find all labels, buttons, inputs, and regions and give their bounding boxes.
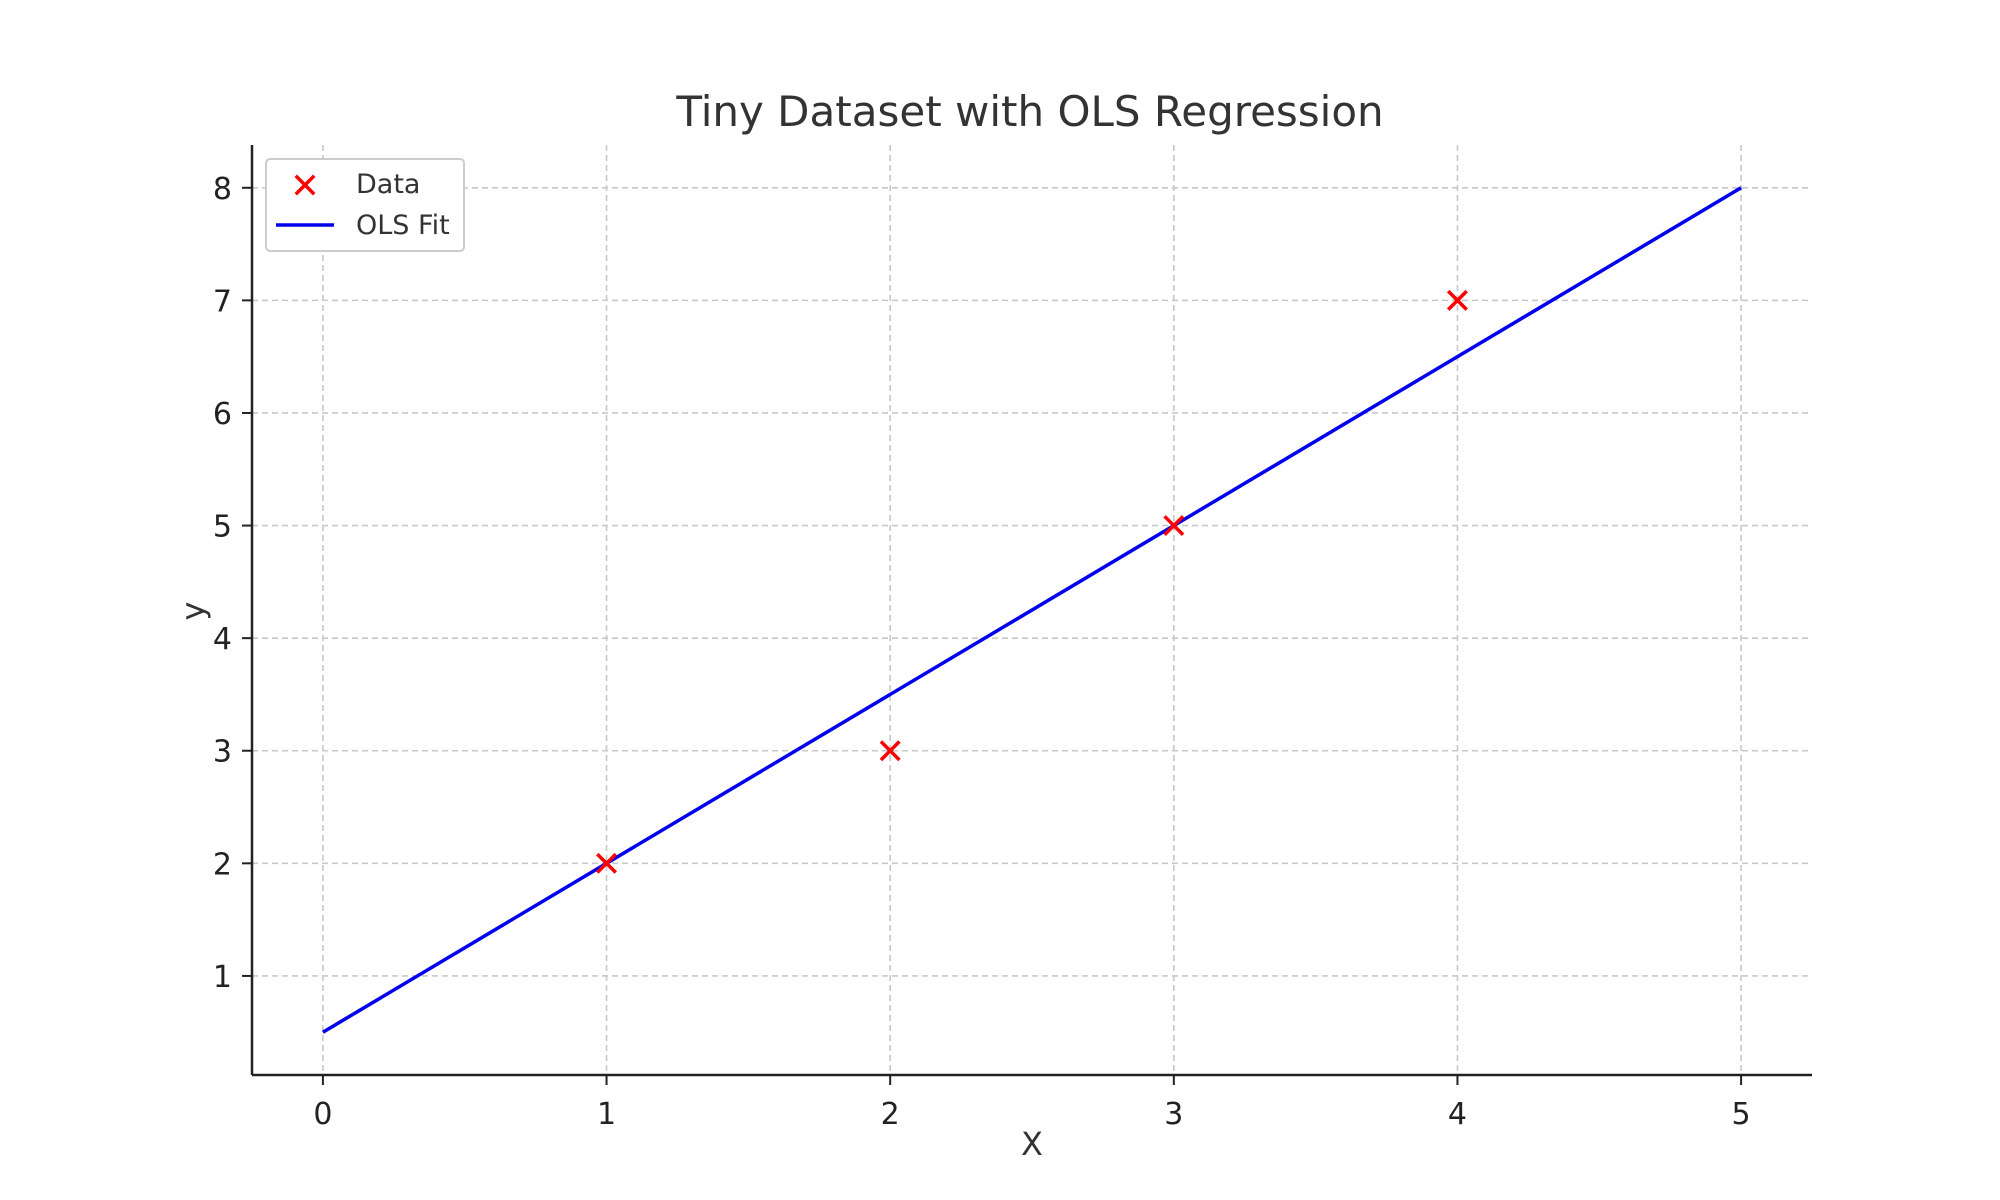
- x-tick-label: 3: [1164, 1097, 1183, 1132]
- legend: Data OLS Fit: [265, 158, 465, 252]
- x-axis-label: X: [1021, 1125, 1043, 1163]
- data-point: [1163, 515, 1185, 537]
- y-tick-label: 2: [213, 847, 232, 882]
- y-tick-label: 3: [213, 735, 232, 770]
- y-tick-label: 5: [213, 510, 232, 545]
- y-tick-label: 6: [213, 397, 232, 432]
- x-tick-label: 0: [313, 1097, 332, 1132]
- x-tick-label: 1: [597, 1097, 616, 1132]
- legend-label-ols-fit: OLS Fit: [356, 210, 450, 241]
- x-tick-label: 5: [1732, 1097, 1751, 1132]
- y-axis-label: y: [174, 602, 212, 621]
- legend-marker-data: [294, 174, 316, 196]
- chart-title: Tiny Dataset with OLS Regression: [675, 87, 1383, 136]
- data-point: [1446, 289, 1468, 311]
- legend-frame: [265, 158, 465, 252]
- x-tick-label: 4: [1448, 1097, 1467, 1132]
- legend-x-marker: [294, 174, 316, 196]
- y-ticks: 1 2 3 4 5 6 7 8: [213, 172, 252, 995]
- x-tick-label: 2: [881, 1097, 900, 1132]
- y-tick-label: 8: [213, 172, 232, 207]
- legend-label-data: Data: [356, 169, 420, 200]
- data-point: [879, 740, 901, 762]
- y-tick-label: 1: [213, 960, 232, 995]
- y-tick-label: 7: [213, 284, 232, 319]
- data-series: [596, 289, 1468, 874]
- data-point: [596, 852, 618, 874]
- y-tick-label: 4: [213, 622, 232, 657]
- x-ticks: 0 1 2 3 4 5: [313, 1075, 1751, 1132]
- ols-fit-series: [322, 186, 1742, 1034]
- ols-fit-line: [322, 186, 1742, 1034]
